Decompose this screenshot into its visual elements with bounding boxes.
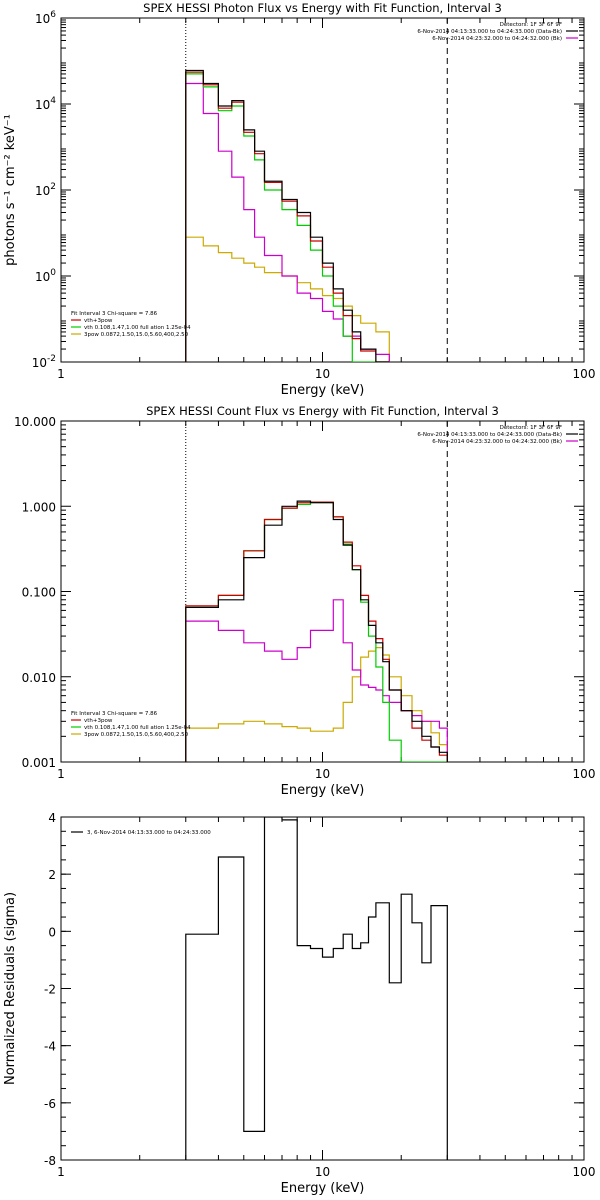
y-tick-base: 10	[35, 270, 50, 284]
y-tick-label: -8	[44, 1154, 56, 1168]
series-line-vth	[185, 73, 390, 362]
x-tick-label: 10	[315, 767, 330, 781]
x-tick-label: 1	[57, 1165, 65, 1179]
x-axis-label: Energy (keV)	[281, 783, 365, 798]
y-tick-label: 0.010	[22, 671, 56, 685]
x-tick-label: 1	[57, 367, 65, 381]
y-axis-label: Normalized Residuals (sigma)	[3, 892, 18, 1085]
legend-top-right-entry: 6-Nov-2014 04:13:33.000 to 04:24:33.000 …	[417, 29, 562, 35]
y-tick-label: 4	[48, 811, 56, 825]
y-tick-label: -6	[44, 1097, 56, 1111]
legend-top-right-entry: 6-Nov-2014 04:23:32.000 to 04:24:32.000 …	[432, 36, 562, 42]
y-tick-label: 2	[48, 868, 56, 882]
x-tick-label: 10	[315, 1165, 330, 1179]
y-tick-exponent: 2	[50, 182, 56, 192]
x-tick-label: 1	[57, 767, 65, 781]
y-tick-exponent: 0	[50, 268, 56, 278]
legend-top-right-entry: 6-Nov-2014 04:23:32.000 to 04:24:32.000 …	[432, 439, 562, 445]
legend-bottom-left-entry: vth+3pow	[84, 318, 113, 324]
y-tick-label: 0.100	[22, 586, 56, 600]
legend-bottom-left-entry: vth 0.108,1.47,1.00 full ation 1.25e-04	[84, 725, 191, 731]
series-line-data-bk	[185, 69, 390, 362]
series-line-vth-3pow	[185, 71, 390, 362]
y-tick-base: 10	[32, 356, 47, 370]
y-tick-base: 10	[35, 12, 50, 26]
legend-bottom-left-entry: Fit Interval 3 Chi-square = 7.86	[71, 711, 158, 717]
y-tick-exponent: 4	[50, 96, 56, 106]
x-axis-label: Energy (keV)	[281, 1181, 365, 1196]
chart-title: SPEX HESSI Photon Flux vs Energy with Fi…	[143, 1, 502, 15]
plot-frame	[60, 816, 585, 1161]
y-tick-label: 104	[35, 96, 56, 112]
chart-title: SPEX HESSI Count Flux vs Energy with Fit…	[146, 404, 499, 418]
residuals-panel: 1 10 100 Energy (keV) -8 -6 -4 -2 0 2 4 Normalized …	[3, 811, 595, 1196]
y-tick-label: 0.001	[22, 756, 56, 770]
x-axis-label: Energy (keV)	[281, 383, 365, 398]
y-tick-exponent: 6	[50, 10, 56, 20]
legend-top-left-entry: 3, 6-Nov-2014 04:13:33.000 to 04:24:33.0…	[87, 830, 211, 836]
photon-flux-panel: SPEX HESSI Photon Flux vs Energy with Fi…	[3, 1, 595, 398]
x-tick-label: 100	[573, 767, 596, 781]
series-line-3pow	[185, 647, 448, 762]
y-tick-label: 106	[35, 10, 56, 26]
series-line-vth	[185, 502, 448, 762]
y-tick-label: 10.000	[14, 415, 56, 429]
series-line-vth-3pow	[185, 501, 448, 762]
y-tick-label: 102	[35, 182, 56, 198]
legend-top-right-entry: 6-Nov-2014 04:13:33.000 to 04:24:33.000 …	[417, 432, 562, 438]
y-tick-exponent: -2	[47, 354, 56, 364]
x-tick-label: 100	[573, 367, 596, 381]
legend-bottom-left-entry: vth 0.108,1.47,1.00 full ation 1.25e-04	[84, 325, 191, 331]
legend-bottom-left-entry: 3pow 0.0872,1.50,15.0,5.60,400,2.50	[84, 732, 189, 738]
legend-bottom-left-entry: vth+3pow	[84, 718, 113, 724]
y-tick-base: 10	[35, 98, 50, 112]
series-line-3pow	[185, 236, 390, 362]
y-axis-label: photons s⁻¹ cm⁻² keV⁻¹	[3, 114, 18, 266]
y-tick-base: 10	[35, 184, 50, 198]
y-tick-label: 100	[35, 268, 56, 284]
y-tick-label: -4	[44, 1040, 56, 1054]
legend-bottom-left-entry: 3pow 0.0872,1.50,15.0,5.60,400,2.50	[84, 332, 189, 338]
x-tick-label: 100	[573, 1165, 596, 1179]
legend-top-right-entry: Detectors: 1F 3F 6F 9F	[500, 22, 562, 28]
series-line-bk	[185, 599, 448, 762]
x-tick-label: 10	[315, 367, 330, 381]
y-tick-label: 1.000	[22, 500, 56, 514]
legend-bottom-left-entry: Fit Interval 3 Chi-square = 7.86	[71, 311, 158, 317]
series-line-data-bk	[185, 500, 448, 762]
series-line-residuals	[185, 817, 448, 1160]
y-tick-label: 0	[48, 925, 56, 939]
y-tick-label: -2	[44, 983, 56, 997]
legend-top-right-entry: Detectors: 1F 3F 6F 9F	[500, 425, 562, 431]
series-line-bk	[185, 82, 390, 362]
count-flux-panel: SPEX HESSI Count Flux vs Energy with Fit…	[14, 404, 595, 798]
y-tick-label: 10-2	[32, 354, 56, 370]
